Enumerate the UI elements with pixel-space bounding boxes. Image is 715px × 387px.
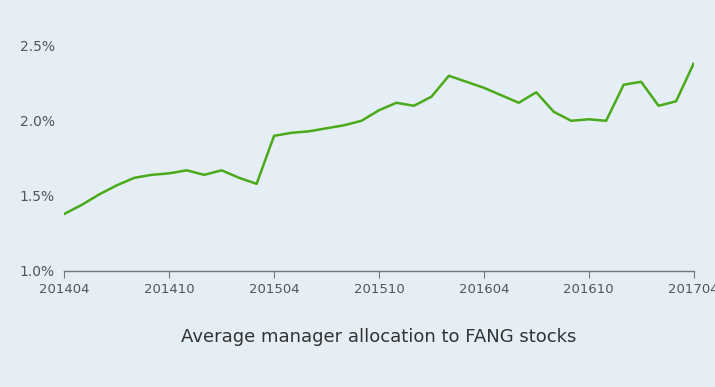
Text: Average manager allocation to FANG stocks: Average manager allocation to FANG stock… bbox=[182, 328, 576, 346]
